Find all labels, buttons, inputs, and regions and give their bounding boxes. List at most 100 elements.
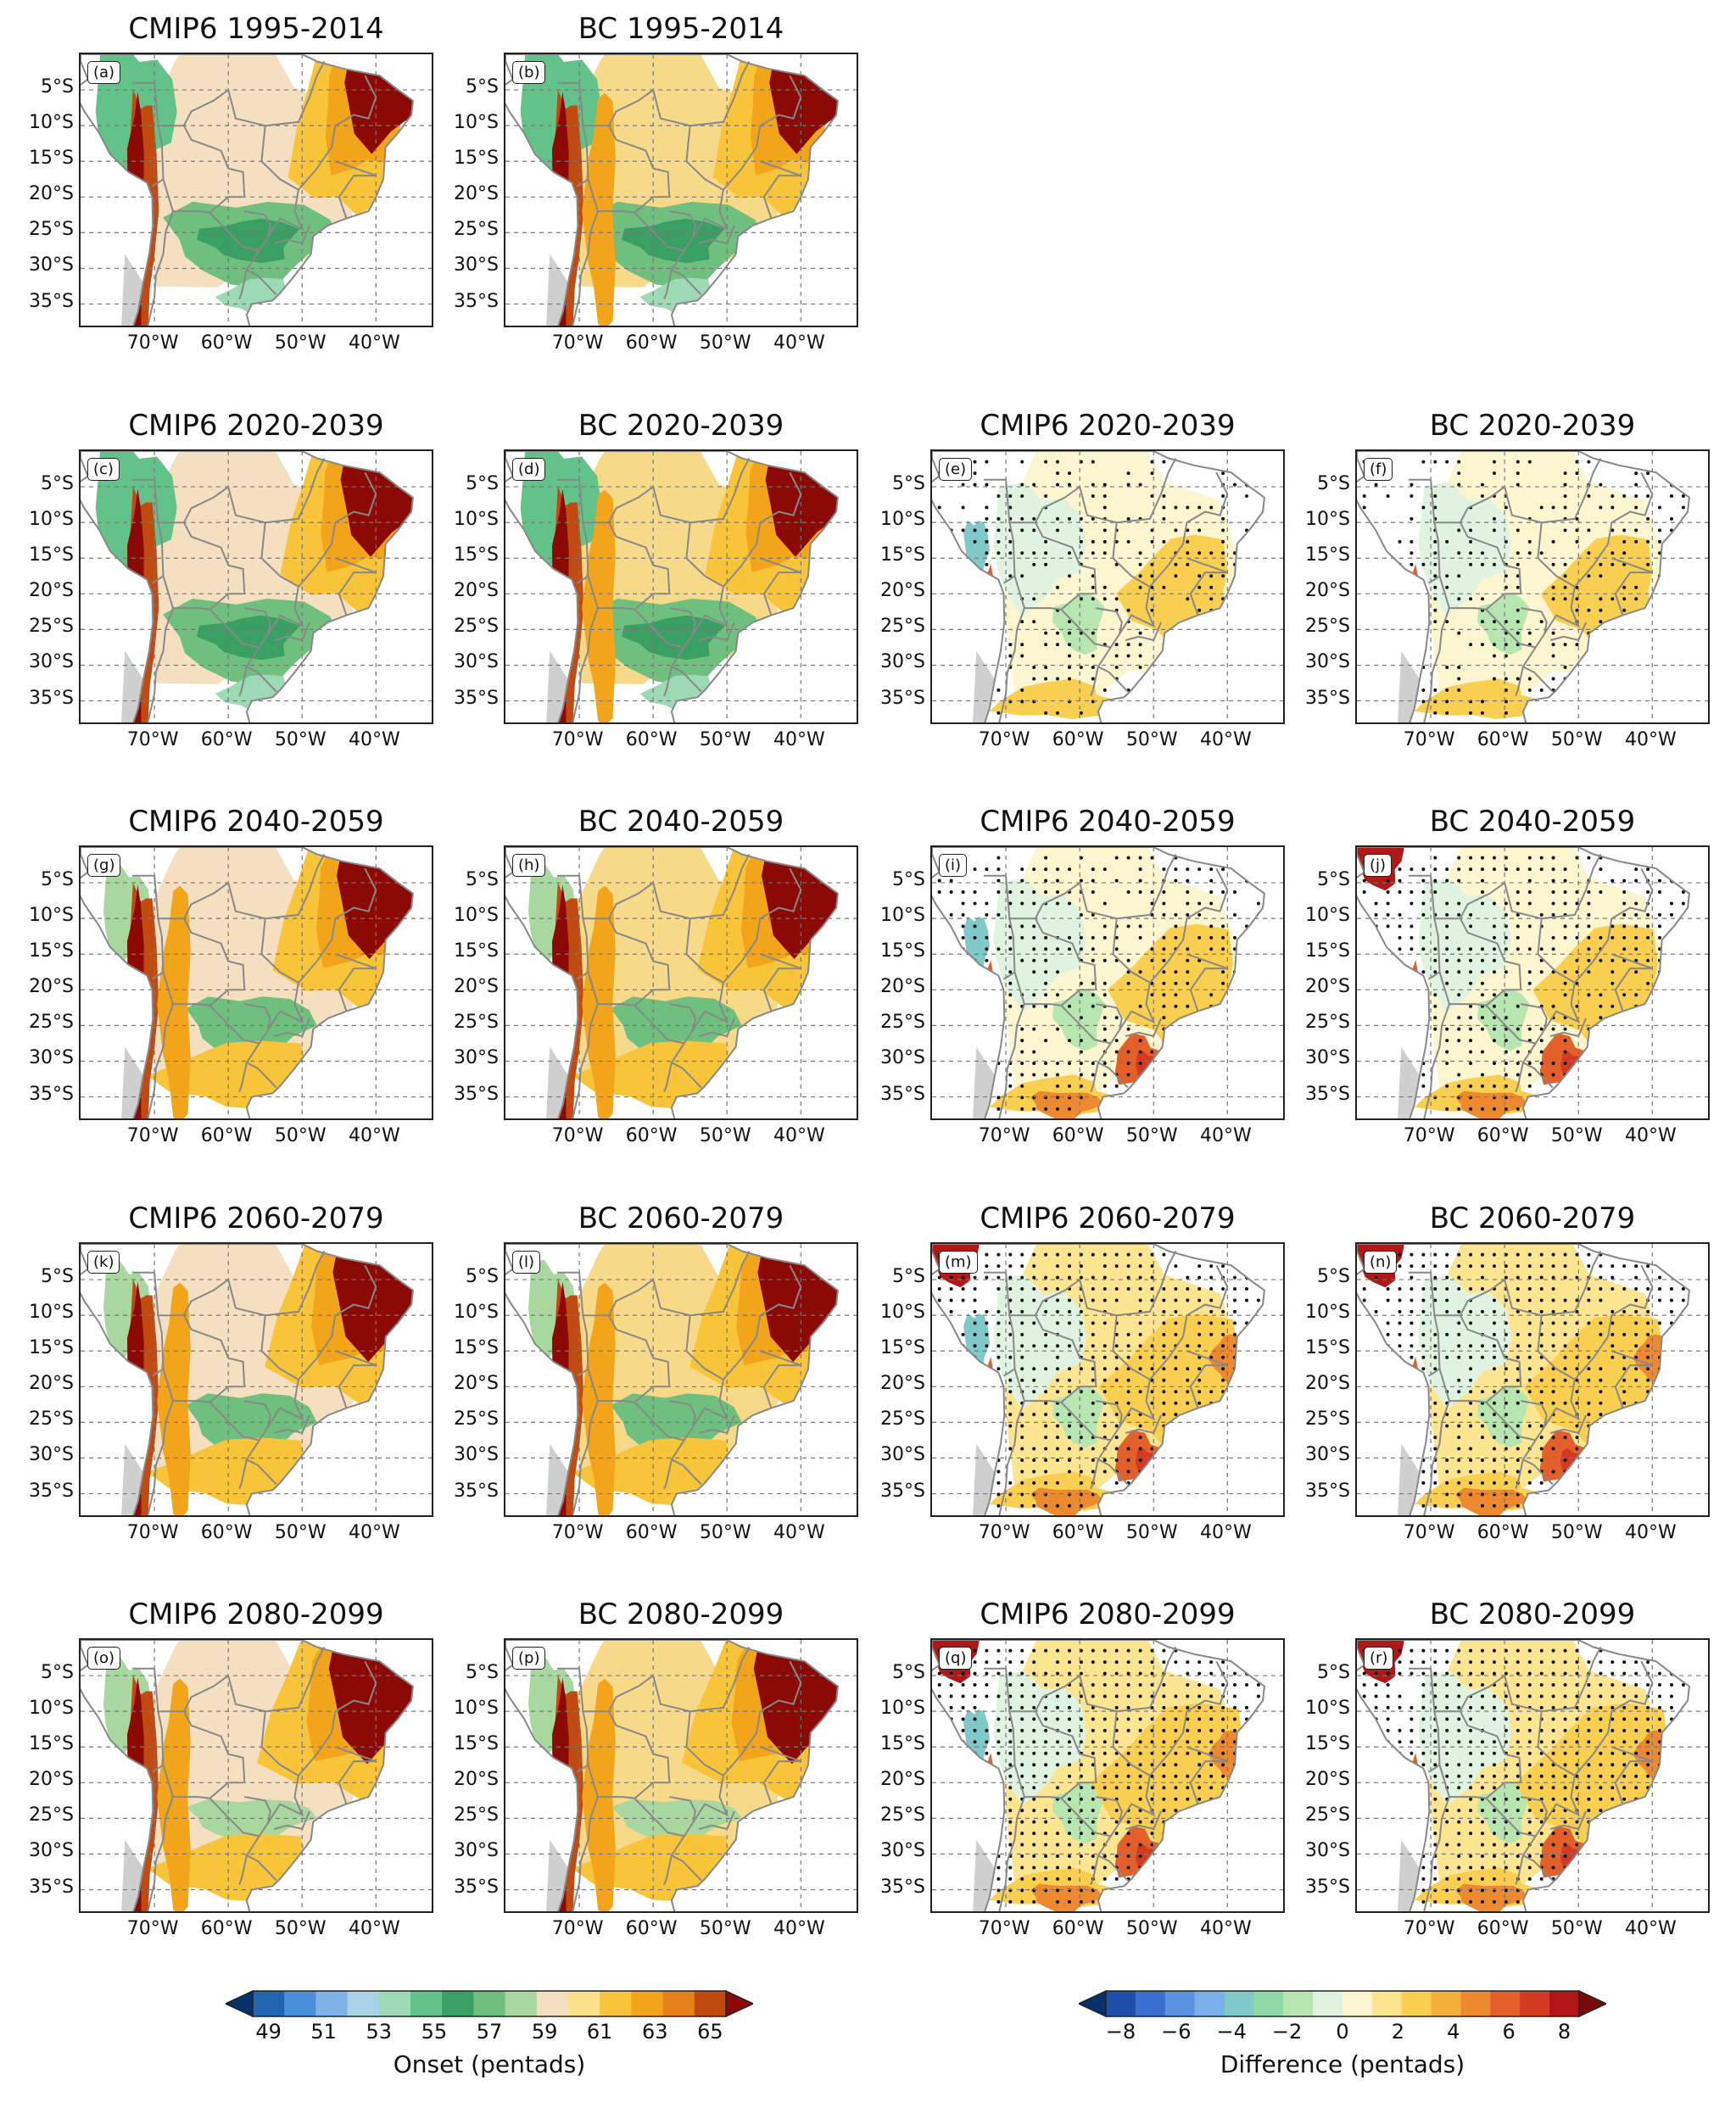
coastline-h (505, 847, 839, 1118)
lat-tick-label: 20°S (29, 580, 74, 602)
map-panel-g: (g) (79, 845, 433, 1120)
colorbar-swatch (662, 1991, 695, 2016)
colorbar-swatch (442, 1991, 474, 2016)
gridlines-a (81, 54, 432, 326)
map-panel-m: (m) (930, 1242, 1285, 1517)
lon-tick-label: 50°W (1125, 1125, 1178, 1146)
ocean-mask-q (973, 1839, 995, 1911)
lat-tick-label: 15°S (454, 148, 499, 170)
lon-tick-label: 50°W (699, 1522, 751, 1543)
lon-tick-label: 40°W (1199, 1918, 1252, 1939)
colorbar-swatch (1194, 1991, 1225, 2016)
lat-tick-label: 25°S (1305, 1012, 1350, 1034)
lat-tick-label: 25°S (880, 1012, 925, 1034)
map-svg-j (1357, 847, 1708, 1118)
colorbar-swatch (1164, 1991, 1196, 2016)
lon-tick-label: 50°W (699, 1125, 751, 1146)
lat-tick-label: 25°S (1305, 616, 1350, 638)
panel-letter-o: (o) (87, 1647, 121, 1670)
lon-tick-label: 50°W (274, 1918, 327, 1939)
coastline-c (81, 451, 414, 722)
lat-tick-label: 20°S (454, 183, 499, 205)
coastline-q (932, 1640, 1265, 1911)
lon-tick-label: 40°W (1624, 1918, 1677, 1939)
lat-tick-label: 35°S (29, 1876, 74, 1898)
field-contour-n-10 (1405, 1357, 1421, 1466)
panel-title-b: BC 1995-2014 (578, 12, 784, 46)
lon-tick-label: 40°W (348, 1125, 400, 1146)
panel-letter-g: (g) (87, 854, 121, 877)
field-contour-r-10 (1405, 1753, 1421, 1862)
map-svg-e (932, 451, 1283, 722)
colorbar-diff: −8 −6 −4 −2 0 2 4 6 8 Difference (pentads) (1077, 1989, 1608, 2078)
lat-tick-label: 15°S (454, 544, 499, 566)
colorbar-tick-label: 59 (531, 2020, 558, 2044)
lat-tick-label: 20°S (880, 976, 925, 998)
lon-tick-label: 60°W (200, 332, 253, 354)
gridlines-o (81, 1640, 432, 1911)
lat-tick-label: 30°S (454, 1047, 499, 1069)
lat-tick-label: 5°S (41, 473, 74, 495)
map-panel-j: (j) (1355, 845, 1710, 1120)
map-panel-h: (h) (504, 845, 858, 1120)
country-borders-p (557, 1646, 802, 1911)
gridlines-p (505, 1640, 857, 1911)
ocean-mask-n (1398, 1443, 1420, 1515)
ocean-mask-i (973, 1046, 995, 1118)
country-borders-q (984, 1646, 1229, 1911)
lat-tick-label: 15°S (29, 148, 74, 170)
lat-tick-label: 15°S (880, 1337, 925, 1359)
lon-tick-label: 70°W (126, 1125, 179, 1146)
lat-tick-label: 15°S (454, 1733, 499, 1755)
lon-tick-label: 60°W (1052, 729, 1104, 750)
map-panel-k: (k) (79, 1242, 433, 1517)
country-borders-n (1409, 1250, 1654, 1515)
map-svg-p (505, 1640, 857, 1911)
colorbar-swatch (378, 1991, 411, 2016)
field-contour-j-7 (1455, 1090, 1529, 1118)
panel-title-p: BC 2080-2099 (578, 1598, 784, 1631)
lon-tick-label: 60°W (1052, 1522, 1104, 1543)
lon-tick-label: 70°W (978, 1125, 1030, 1146)
gridlines-n (1357, 1244, 1708, 1515)
field-contour-q-10 (1208, 1730, 1242, 1778)
field-contour-l-6 (757, 1244, 838, 1363)
map-svg-d (505, 451, 857, 722)
lon-tick-label: 60°W (1052, 1125, 1104, 1146)
lat-tick-label: 25°S (454, 219, 499, 241)
lat-tick-label: 35°S (1305, 1876, 1350, 1898)
colorbar-tick-label: 61 (586, 2020, 613, 2044)
lat-tick-label: 20°S (454, 976, 499, 998)
lat-tick-label: 10°S (454, 1698, 499, 1720)
gridlines-j (1357, 847, 1708, 1118)
lon-tick-label: 60°W (625, 1125, 678, 1146)
lon-tick-label: 40°W (773, 1522, 825, 1543)
panel-title-d: BC 2020-2039 (578, 409, 784, 443)
field-contour-m-10 (1208, 1334, 1242, 1382)
lat-tick-label: 15°S (880, 940, 925, 962)
lat-tick-label: 20°S (880, 580, 925, 602)
colorbar-tick-label: 51 (310, 2020, 337, 2044)
lat-tick-label: 35°S (29, 290, 74, 312)
map-panel-p: (p) (504, 1638, 858, 1913)
lon-tick-label: 70°W (1403, 1918, 1455, 1939)
coastline-e (932, 451, 1265, 722)
panel-letter-k: (k) (87, 1251, 120, 1274)
colorbar-tick-label: −2 (1271, 2020, 1303, 2044)
lat-tick-label: 25°S (880, 616, 925, 638)
lat-tick-label: 35°S (880, 1876, 925, 1898)
gridlines-d (505, 451, 857, 722)
map-svg-c (81, 451, 432, 722)
panel-title-j: BC 2040-2059 (1429, 805, 1636, 839)
lat-tick-label: 10°S (29, 1698, 74, 1720)
colorbar-swatch (284, 1991, 316, 2016)
lat-tick-label: 15°S (880, 544, 925, 566)
panel-letter-r: (r) (1364, 1647, 1394, 1670)
lon-tick-label: 40°W (773, 1918, 825, 1939)
gridlines-b (505, 54, 857, 326)
map-svg-l (505, 1244, 857, 1515)
lat-tick-label: 25°S (1305, 1408, 1350, 1430)
colorbar-swatch (1460, 1991, 1491, 2016)
field-contour-h-1 (528, 862, 576, 968)
lat-tick-label: 25°S (454, 616, 499, 638)
